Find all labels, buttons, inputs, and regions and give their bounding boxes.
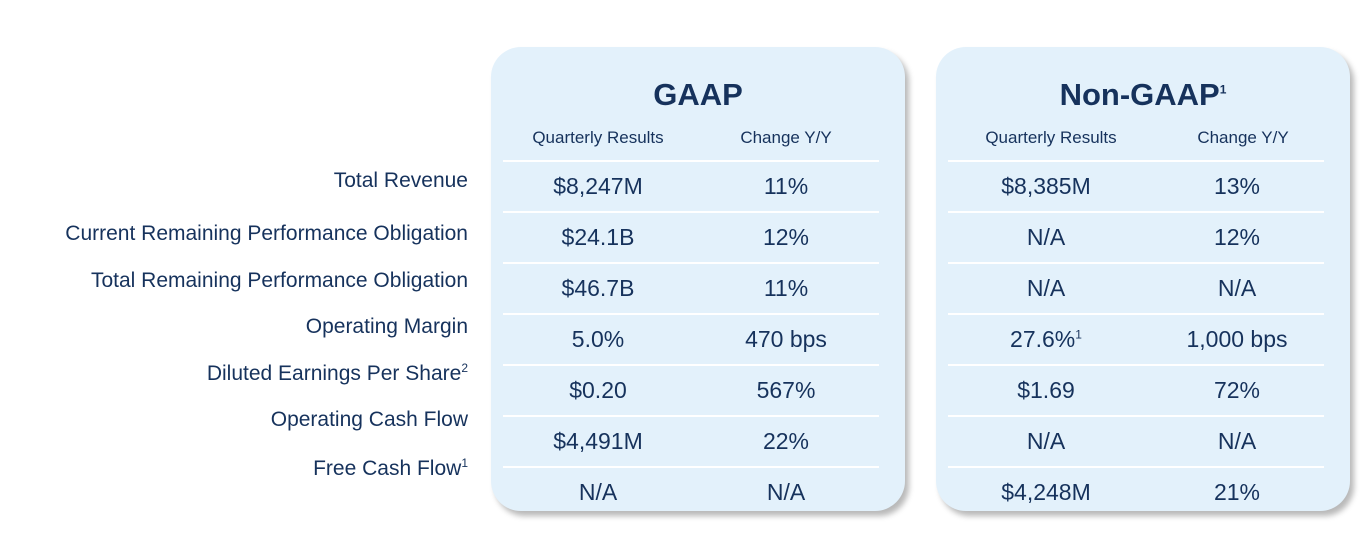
table-row: $1.69 72% xyxy=(948,364,1324,415)
non-gaap-col-change-yy: Change Y/Y xyxy=(1197,128,1289,147)
non-gaap-value-change: 21% xyxy=(1213,479,1261,505)
gaap-col-quarterly-results: Quarterly Results xyxy=(532,128,664,147)
non-gaap-value-quarterly: 27.6%1 xyxy=(1010,326,1082,352)
table-row: 5.0% 470 bps xyxy=(503,313,879,364)
gaap-rows: $8,247M 11% $24.1B 12% $46.7B 11% 5.0% 4… xyxy=(503,160,879,511)
non-gaap-value-quarterly: $1.69 xyxy=(1017,377,1075,403)
gaap-value-quarterly: $0.20 xyxy=(569,377,627,403)
gaap-value-quarterly: $8,247M xyxy=(553,173,643,199)
row-labels: Total Revenue Current Remaining Performa… xyxy=(0,0,470,538)
non-gaap-value-quarterly: N/A xyxy=(1026,428,1066,454)
table-row: $4,248M 21% xyxy=(948,466,1324,511)
gaap-col-change-yy: Change Y/Y xyxy=(740,128,832,147)
table-row: $8,385M 13% xyxy=(948,160,1324,211)
non-gaap-value-change: 1,000 bps xyxy=(1186,326,1288,352)
gaap-value-quarterly: 5.0% xyxy=(571,326,625,352)
table-row: $24.1B 12% xyxy=(503,211,879,262)
table-row: N/A 12% xyxy=(948,211,1324,262)
gaap-value-change: 12% xyxy=(762,224,810,250)
gaap-title: GAAP xyxy=(653,77,743,112)
gaap-value-quarterly: $24.1B xyxy=(561,224,635,250)
non-gaap-title: Non-GAAP1 xyxy=(1059,77,1227,112)
row-label-operating-cash-flow: Operating Cash Flow xyxy=(270,408,468,431)
table-row: 27.6%1 1,000 bps xyxy=(948,313,1324,364)
row-label-current-rpo: Current Remaining Performance Obligation xyxy=(65,222,468,245)
non-gaap-value-quarterly: $4,248M xyxy=(1001,479,1091,505)
non-gaap-value-quarterly: $8,385M xyxy=(1001,173,1091,199)
non-gaap-value-quarterly: N/A xyxy=(1026,224,1066,250)
row-label-total-revenue: Total Revenue xyxy=(333,169,468,192)
non-gaap-col-quarterly-results: Quarterly Results xyxy=(985,128,1117,147)
gaap-value-change: N/A xyxy=(766,479,806,505)
table-row: $46.7B 11% xyxy=(503,262,879,313)
row-label-diluted-eps: Diluted Earnings Per Share2 xyxy=(206,361,468,385)
gaap-value-change: 567% xyxy=(756,377,816,403)
gaap-value-quarterly: $4,491M xyxy=(553,428,643,454)
gaap-value-quarterly: N/A xyxy=(578,479,618,505)
table-row: N/A N/A xyxy=(503,466,879,511)
table-row: $0.20 567% xyxy=(503,364,879,415)
table-row: N/A N/A xyxy=(948,415,1324,466)
non-gaap-value-change: N/A xyxy=(1217,275,1257,301)
table-row: $8,247M 11% xyxy=(503,160,879,211)
gaap-value-quarterly: $46.7B xyxy=(561,275,635,301)
non-gaap-value-change: 13% xyxy=(1213,173,1261,199)
gaap-value-change: 11% xyxy=(763,275,809,301)
non-gaap-value-change: 12% xyxy=(1213,224,1261,250)
non-gaap-value-quarterly: N/A xyxy=(1026,275,1066,301)
gaap-value-change: 470 bps xyxy=(745,326,827,352)
table-row: N/A N/A xyxy=(948,262,1324,313)
gaap-value-change: 22% xyxy=(762,428,810,454)
gaap-panel: GAAP Quarterly Results Change Y/Y $8,247… xyxy=(491,47,905,511)
table-row: $4,491M 22% xyxy=(503,415,879,466)
row-label-total-rpo: Total Remaining Performance Obligation xyxy=(90,269,468,292)
non-gaap-value-change: N/A xyxy=(1217,428,1257,454)
non-gaap-value-change: 72% xyxy=(1213,377,1261,403)
gaap-value-change: 11% xyxy=(763,173,809,199)
row-label-operating-margin: Operating Margin xyxy=(305,315,468,338)
row-label-free-cash-flow: Free Cash Flow1 xyxy=(313,456,468,480)
non-gaap-rows: $8,385M 13% N/A 12% N/A N/A 27.6%1 1,000… xyxy=(948,160,1324,511)
non-gaap-panel: Non-GAAP1 Quarterly Results Change Y/Y $… xyxy=(936,47,1350,511)
